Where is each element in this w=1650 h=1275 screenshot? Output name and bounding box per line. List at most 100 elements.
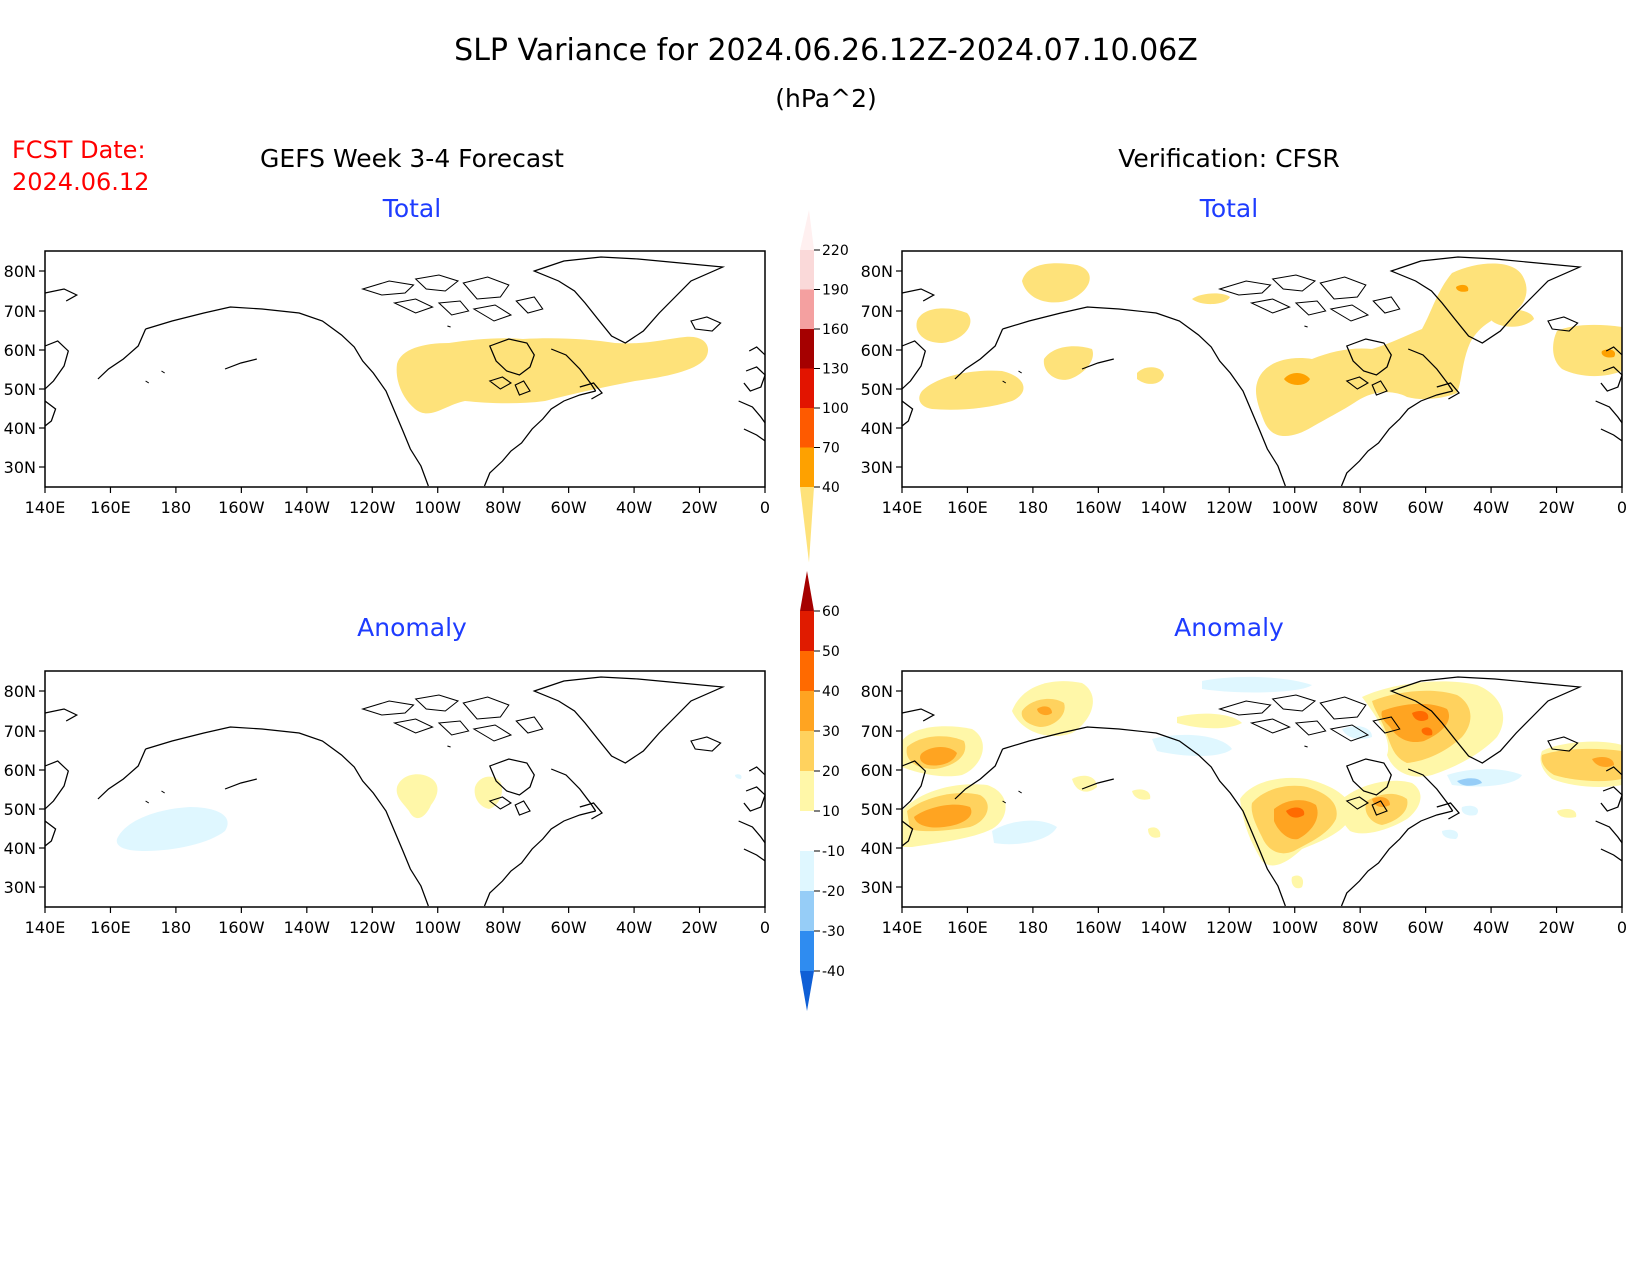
figure-title: SLP Variance for 2024.06.26.12Z-2024.07.… [454,33,1198,68]
lat-label: 70N [4,302,36,321]
lon-label: 100W [1272,918,1319,937]
fcst-date-value: 2024.06.12 [12,168,149,196]
lon-label: 20W [681,918,717,937]
colorbar-label: 70 [822,441,840,457]
lon-label: 160W [1075,498,1122,517]
lon-label: 20W [681,498,717,517]
lon-label: 80W [485,918,521,937]
colorbar-label: 50 [822,644,840,660]
colorbar-label: 20 [822,764,840,780]
colorbar-label: -20 [822,884,845,900]
lon-label: 140E [882,498,923,517]
lon-label: 140W [1141,498,1188,517]
lon-label: 120W [349,498,396,517]
lon-label: 160E [90,498,131,517]
lon-label: 20W [1538,918,1574,937]
lat-label: 30N [4,878,36,897]
left-column-title: GEFS Week 3-4 Forecast [260,144,564,173]
variance-contours [916,263,1622,437]
lat-label: 60N [4,761,36,780]
colorbar-segment [800,611,814,651]
lon-label: 80W [1342,918,1378,937]
anomaly-contours [116,774,742,851]
colorbar-segment [800,368,814,408]
colorbar-segment [800,851,814,891]
colorbar-segment [800,931,814,971]
lon-label: 100W [415,498,462,517]
anomaly-contours [902,676,1622,889]
colorbar-label: -30 [822,924,845,940]
lon-label: 40W [1473,918,1509,937]
colorbar-segment [800,408,814,448]
colorbar-label: 30 [822,724,840,740]
lat-label: 30N [861,458,893,477]
figure-units: (hPa^2) [775,84,876,113]
lon-label: 140W [1141,918,1188,937]
lon-label: 0 [760,498,770,517]
lon-label: 120W [1206,918,1253,937]
lat-label: 80N [4,262,36,281]
colorbar-label: 160 [822,322,849,338]
lat-label: 80N [861,262,893,281]
lat-label: 60N [861,761,893,780]
lon-label: 140E [25,498,66,517]
lat-label: 40N [861,839,893,858]
map-forecast-total [44,250,766,488]
lon-label: 80W [485,498,521,517]
colorbar-label: 220 [822,243,849,259]
lon-label: 160E [947,918,988,937]
lat-label: 60N [4,341,36,360]
colorbar-segment [800,731,814,771]
lon-label: 140W [284,498,331,517]
lon-label: 40W [616,498,652,517]
colorbar-segment [800,891,814,931]
colorbar-segment [800,651,814,691]
lat-label: 70N [861,302,893,321]
lon-label: 60W [551,498,587,517]
lon-label: 180 [1018,498,1049,517]
lat-label: 80N [4,682,36,701]
lat-label: 30N [4,458,36,477]
colorbar-label: 130 [822,362,849,378]
lat-label: 70N [861,722,893,741]
colorbar-segment [800,289,814,329]
axis-labels: 80N 70N 60N 50N 40N 30N 140E 160E 180 160W 140W 120… [4,262,1627,937]
lon-label: 180 [161,918,192,937]
lat-label: 40N [861,419,893,438]
lon-label: 60W [1408,498,1444,517]
total-colorbar: 40 70 100 130 160 190 220 [800,210,849,563]
lon-label: 160W [218,918,265,937]
lon-label: 60W [1408,918,1444,937]
fcst-date-label: FCST Date: [12,136,146,164]
lat-label: 50N [861,800,893,819]
lon-label: 120W [1206,498,1253,517]
lon-label: 140E [25,918,66,937]
colorbar-label: -10 [822,844,845,860]
colorbar-label: 40 [822,480,840,496]
lat-label: 40N [4,839,36,858]
colorbar-segment [800,771,814,811]
colorbar-segment [800,971,814,1011]
colorbar-label: 190 [822,283,849,299]
lon-label: 160E [90,918,131,937]
lon-label: 180 [1018,918,1049,937]
lon-label: 120W [349,918,396,937]
lon-label: 0 [760,918,770,937]
colorbar-segment [800,571,814,611]
panel-label-verification-anomaly: Anomaly [1174,613,1284,642]
lon-label: 100W [1272,498,1319,517]
lon-label: 20W [1538,498,1574,517]
colorbar-label: -40 [822,964,845,980]
colorbar-segment [800,210,814,250]
colorbar-segment [800,447,814,487]
panel-label-verification-total: Total [1199,194,1258,223]
right-column-title: Verification: CFSR [1118,144,1339,173]
lon-label: 60W [551,918,587,937]
lon-label: 0 [1617,918,1627,937]
colorbar-segment [800,811,814,851]
lat-label: 40N [4,419,36,438]
lat-label: 60N [861,341,893,360]
lat-label: 80N [861,682,893,701]
anomaly-colorbar: -40 -30 -20 -10 10 20 30 40 50 60 [800,571,845,1011]
lon-label: 160W [218,498,265,517]
